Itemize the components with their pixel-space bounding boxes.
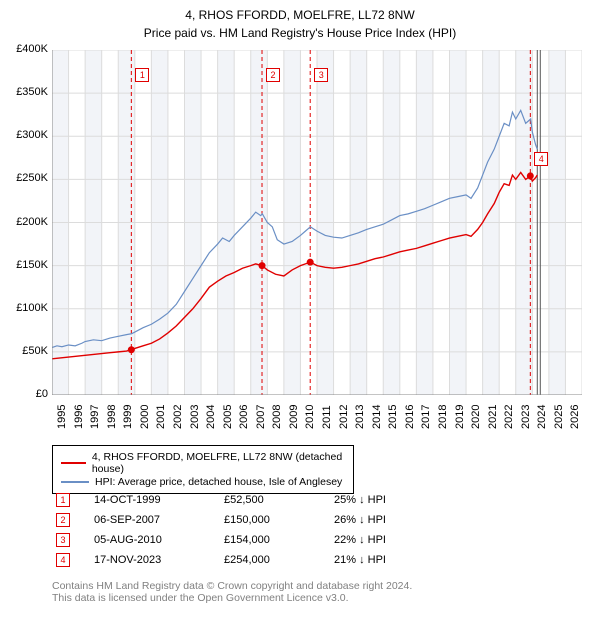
- transaction-price: £52,500: [224, 494, 334, 506]
- legend-label: HPI: Average price, detached house, Isle…: [95, 476, 342, 488]
- disclaimer-line2: This data is licensed under the Open Gov…: [52, 592, 412, 604]
- x-tick-label: 2006: [238, 405, 250, 429]
- disclaimer-line1: Contains HM Land Registry data © Crown c…: [52, 580, 412, 592]
- x-tick-label: 2013: [354, 405, 366, 429]
- x-tick-label: 2005: [222, 405, 234, 429]
- x-tick-label: 2026: [569, 405, 581, 429]
- transaction-marker: 4: [56, 553, 70, 567]
- plot-svg: [52, 50, 582, 395]
- legend-row: 4, RHOS FFORDD, MOELFRE, LL72 8NW (detac…: [61, 451, 345, 475]
- chart-subtitle: Price paid vs. HM Land Registry's House …: [0, 26, 600, 40]
- x-tick-label: 2022: [503, 405, 515, 429]
- transaction-date: 14-OCT-1999: [94, 494, 224, 506]
- transaction-marker: 2: [56, 513, 70, 527]
- y-tick-label: £0: [8, 388, 48, 400]
- x-tick-label: 2004: [205, 405, 217, 429]
- transaction-diff: 26% ↓ HPI: [334, 514, 444, 526]
- y-tick-label: £400K: [8, 43, 48, 55]
- x-tick-label: 2018: [437, 405, 449, 429]
- x-tick-label: 2007: [255, 405, 267, 429]
- x-tick-label: 2002: [172, 405, 184, 429]
- transaction-row: 1 14-OCT-1999£52,50025% ↓ HPI: [56, 490, 444, 510]
- transaction-diff: 25% ↓ HPI: [334, 494, 444, 506]
- y-tick-label: £300K: [8, 129, 48, 141]
- x-tick-label: 1997: [89, 405, 101, 429]
- marker-label-3: 3: [314, 68, 328, 82]
- x-tick-label: 2001: [155, 405, 167, 429]
- x-tick-label: 2020: [470, 405, 482, 429]
- x-tick-label: 2025: [553, 405, 565, 429]
- x-tick-label: 1995: [56, 405, 68, 429]
- disclaimer: Contains HM Land Registry data © Crown c…: [52, 580, 412, 604]
- transactions-table: 1 14-OCT-1999£52,50025% ↓ HPI 2 06-SEP-2007…: [56, 490, 444, 570]
- x-tick-label: 1998: [106, 405, 118, 429]
- chart-title: 4, RHOS FFORDD, MOELFRE, LL72 8NW: [0, 8, 600, 22]
- marker-label-1: 1: [135, 68, 149, 82]
- x-tick-label: 2011: [321, 405, 333, 429]
- transaction-marker: 3: [56, 533, 70, 547]
- x-tick-label: 2024: [536, 405, 548, 429]
- transaction-price: £150,000: [224, 514, 334, 526]
- x-tick-label: 2008: [271, 405, 283, 429]
- x-tick-label: 2016: [404, 405, 416, 429]
- transaction-diff: 22% ↓ HPI: [334, 534, 444, 546]
- y-tick-label: £350K: [8, 86, 48, 98]
- transaction-price: £254,000: [224, 554, 334, 566]
- x-tick-label: 2021: [487, 405, 499, 429]
- x-tick-label: 2009: [288, 405, 300, 429]
- y-tick-label: £100K: [8, 302, 48, 314]
- x-tick-label: 2003: [189, 405, 201, 429]
- legend-box: 4, RHOS FFORDD, MOELFRE, LL72 8NW (detac…: [52, 445, 354, 494]
- transaction-date: 05-AUG-2010: [94, 534, 224, 546]
- chart-container: 4, RHOS FFORDD, MOELFRE, LL72 8NW Price …: [0, 0, 600, 620]
- legend-swatch: [61, 481, 89, 483]
- y-tick-label: £250K: [8, 172, 48, 184]
- x-tick-label: 1999: [122, 405, 134, 429]
- transaction-diff: 21% ↓ HPI: [334, 554, 444, 566]
- marker-label-4: 4: [534, 152, 548, 166]
- x-tick-label: 2015: [387, 405, 399, 429]
- x-tick-label: 2014: [371, 405, 383, 429]
- x-tick-label: 2012: [338, 405, 350, 429]
- y-tick-label: £200K: [8, 216, 48, 228]
- transaction-date: 17-NOV-2023: [94, 554, 224, 566]
- y-tick-label: £50K: [8, 345, 48, 357]
- transaction-row: 2 06-SEP-2007£150,00026% ↓ HPI: [56, 510, 444, 530]
- transaction-row: 4 17-NOV-2023£254,00021% ↓ HPI: [56, 550, 444, 570]
- x-tick-label: 2019: [454, 405, 466, 429]
- legend-label: 4, RHOS FFORDD, MOELFRE, LL72 8NW (detac…: [92, 451, 345, 475]
- x-tick-label: 2023: [520, 405, 532, 429]
- transaction-date: 06-SEP-2007: [94, 514, 224, 526]
- legend-row: HPI: Average price, detached house, Isle…: [61, 476, 345, 488]
- x-tick-label: 2017: [420, 405, 432, 429]
- transaction-marker: 1: [56, 493, 70, 507]
- y-tick-label: £150K: [8, 259, 48, 271]
- marker-label-2: 2: [266, 68, 280, 82]
- legend-swatch: [61, 462, 86, 464]
- x-tick-label: 1996: [73, 405, 85, 429]
- transaction-price: £154,000: [224, 534, 334, 546]
- transaction-row: 3 05-AUG-2010£154,00022% ↓ HPI: [56, 530, 444, 550]
- x-tick-label: 2000: [139, 405, 151, 429]
- x-tick-label: 2010: [304, 405, 316, 429]
